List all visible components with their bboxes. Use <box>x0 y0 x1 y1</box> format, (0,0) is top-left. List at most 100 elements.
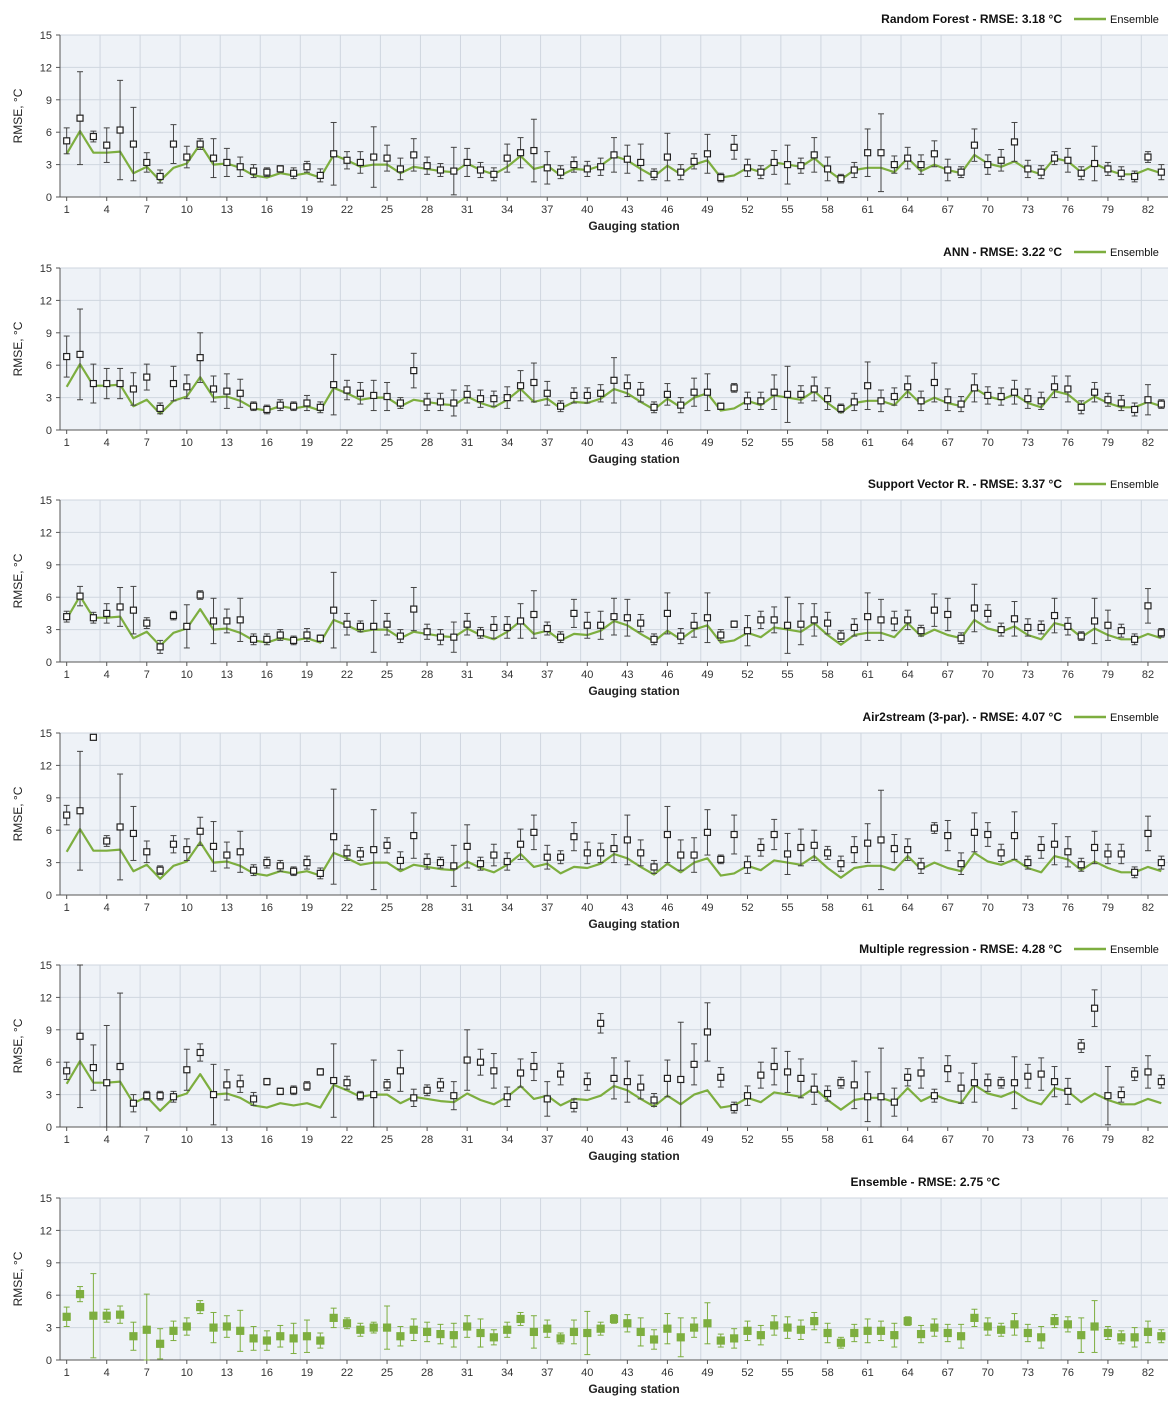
data-point <box>343 386 351 394</box>
data-point <box>783 621 792 629</box>
x-tick-label: 61 <box>862 1367 874 1379</box>
data-point <box>1090 1322 1099 1331</box>
data-point <box>463 390 471 398</box>
data-point <box>516 840 525 848</box>
data-point <box>290 867 298 875</box>
data-point <box>1104 621 1112 629</box>
data-point <box>316 403 324 411</box>
data-point <box>116 1062 124 1071</box>
y-tick-label: 15 <box>40 263 52 275</box>
x-tick-label: 4 <box>104 204 110 216</box>
data-point <box>516 1069 525 1077</box>
data-point <box>383 620 391 628</box>
data-point <box>703 1028 712 1036</box>
x-tick-label: 55 <box>781 902 793 914</box>
data-point <box>823 1089 832 1098</box>
data-point <box>276 1332 285 1341</box>
data-point <box>209 1090 218 1099</box>
y-tick-label: 12 <box>40 992 52 1004</box>
x-tick-label: 40 <box>581 437 593 449</box>
data-point <box>329 1313 338 1322</box>
data-point <box>116 823 124 831</box>
data-point <box>209 1323 218 1332</box>
y-tick-label: 3 <box>46 1090 52 1102</box>
data-point <box>703 150 712 158</box>
data-point <box>863 1326 872 1335</box>
data-point <box>396 856 405 865</box>
data-point <box>557 1070 565 1078</box>
data-point <box>836 1338 846 1347</box>
x-tick-label: 73 <box>1022 437 1034 449</box>
data-point <box>797 162 805 170</box>
plot-area <box>60 500 1168 662</box>
data-point <box>1131 868 1139 876</box>
data-point <box>436 1329 445 1339</box>
data-point <box>1064 156 1072 164</box>
data-point <box>1090 843 1099 852</box>
data-point <box>743 397 752 405</box>
data-point <box>597 849 605 857</box>
data-point <box>1010 1079 1019 1087</box>
x-tick-label: 61 <box>862 204 874 216</box>
x-tick-label: 76 <box>1062 669 1074 681</box>
data-point <box>1131 1070 1139 1078</box>
x-tick-label: 25 <box>381 1367 393 1379</box>
data-point <box>597 621 605 629</box>
y-tick-label: 12 <box>40 1225 52 1237</box>
data-point <box>890 161 898 169</box>
x-tick-label: 22 <box>341 1367 353 1379</box>
data-point <box>183 1066 191 1074</box>
panel-title: Multiple regression - RMSE: 4.28 °C <box>859 942 1062 956</box>
x-tick-label: 43 <box>621 902 633 914</box>
x-tick-label: 52 <box>741 1367 753 1379</box>
y-tick-label: 15 <box>40 30 52 42</box>
x-tick-label: 70 <box>982 1134 994 1146</box>
x-tick-label: 19 <box>301 902 313 914</box>
data-point <box>877 149 885 157</box>
data-point <box>503 1325 512 1334</box>
y-tick-label: 12 <box>40 527 52 539</box>
data-point <box>436 858 445 867</box>
data-point <box>1010 831 1019 840</box>
chart-panel-2: 0 3 6 9 12 15 1 4 7 10 13 16 19 22 25 28 31 34 37 40 43 46 49 5… <box>11 245 1168 466</box>
data-point <box>196 1302 205 1312</box>
data-point <box>1050 1317 1059 1326</box>
y-tick-label: 9 <box>46 1258 52 1270</box>
data-point <box>209 154 218 162</box>
x-tick-label: 25 <box>381 1134 393 1146</box>
data-point <box>677 1075 685 1084</box>
x-tick-label: 64 <box>902 1134 914 1146</box>
data-point <box>650 635 658 643</box>
x-tick-label: 79 <box>1102 204 1114 216</box>
x-tick-label: 58 <box>821 204 833 216</box>
x-tick-label: 13 <box>221 669 233 681</box>
x-tick-label: 70 <box>982 902 994 914</box>
data-point <box>783 390 792 398</box>
x-tick-label: 13 <box>221 437 233 449</box>
data-point <box>423 398 431 406</box>
data-point <box>436 633 445 641</box>
data-point <box>917 627 925 635</box>
x-tick-label: 31 <box>461 1134 473 1146</box>
data-point <box>770 158 778 167</box>
x-axis-title: Gauging station <box>588 684 679 698</box>
data-point <box>890 1098 898 1106</box>
data-point <box>984 830 992 839</box>
y-tick-label: 9 <box>46 560 52 572</box>
plot-area <box>60 733 1168 895</box>
x-tick-label: 52 <box>741 669 753 681</box>
data-point <box>997 1325 1006 1334</box>
data-point <box>382 1323 392 1332</box>
data-point <box>1050 1078 1059 1086</box>
x-tick-label: 55 <box>781 669 793 681</box>
data-point <box>103 379 111 388</box>
data-point <box>476 166 485 174</box>
data-point <box>236 848 244 856</box>
data-point <box>343 620 351 628</box>
data-point <box>89 1311 98 1320</box>
data-point <box>797 1074 805 1083</box>
x-tick-label: 31 <box>461 437 473 449</box>
x-tick-label: 16 <box>261 204 273 216</box>
data-point <box>570 1101 578 1110</box>
y-tick-label: 6 <box>46 592 52 604</box>
